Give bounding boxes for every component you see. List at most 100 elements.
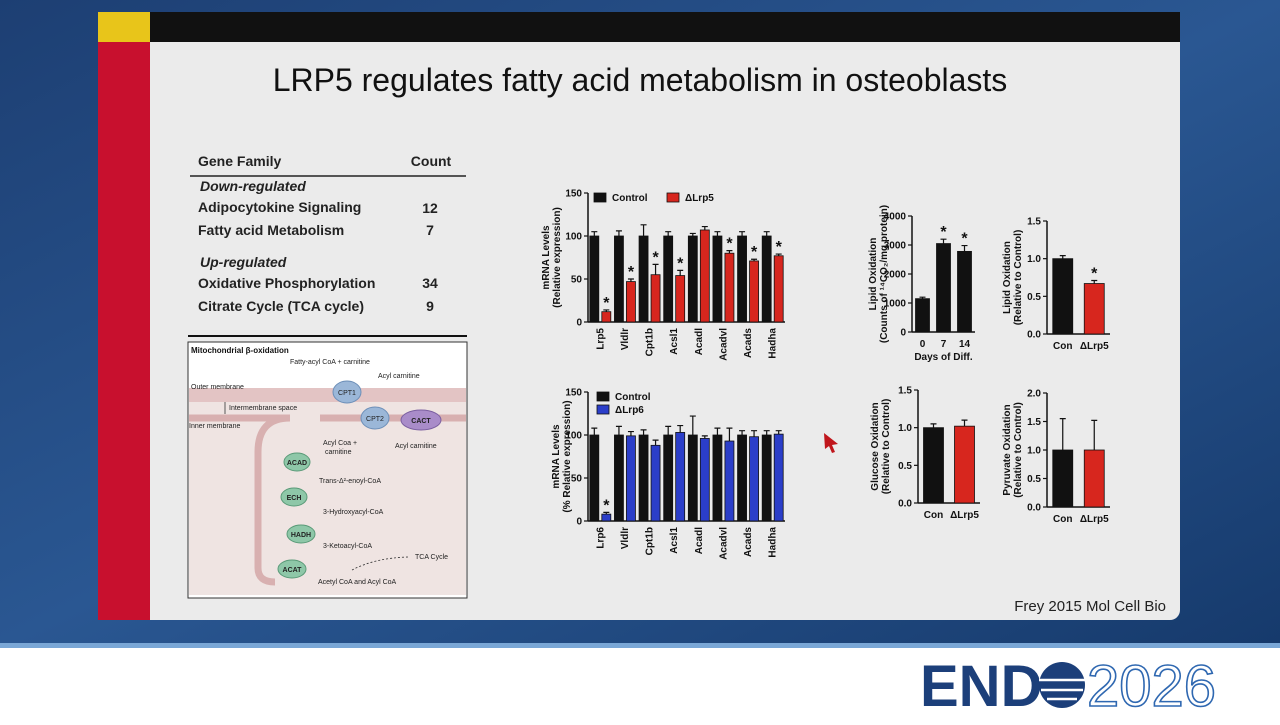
bar bbox=[626, 281, 636, 323]
error-bar bbox=[961, 244, 968, 252]
diagram-label: Trans-Δ²-enoyl-CoA bbox=[319, 478, 381, 485]
x-tick-label: Acsl1 bbox=[669, 527, 680, 554]
diagram-title: Mitochondrial β-oxidation bbox=[191, 346, 289, 355]
error-bar bbox=[940, 238, 947, 244]
logo-right: 2026 bbox=[1087, 654, 1216, 719]
x-tick-label: 0 bbox=[920, 339, 926, 350]
enzyme-acad bbox=[283, 452, 311, 472]
y-tick-label: 0.5 bbox=[1027, 474, 1041, 485]
diagram-label: Outer membrane bbox=[191, 384, 244, 391]
error-bar bbox=[677, 269, 684, 276]
error-bar bbox=[775, 253, 782, 256]
row-label: Citrate Cycle (TCA cycle) bbox=[198, 298, 364, 314]
y-tick-label: 1.0 bbox=[898, 423, 912, 434]
error-bar bbox=[701, 435, 708, 439]
diagram-label: Acyl carnitine bbox=[378, 373, 420, 380]
diagram-label: carnitine bbox=[325, 449, 352, 456]
enzyme-acat bbox=[277, 559, 307, 579]
cursor bbox=[824, 433, 838, 453]
bar bbox=[1052, 258, 1074, 335]
error-bar bbox=[714, 427, 721, 435]
error-bar bbox=[615, 425, 622, 435]
x-tick-label: Acadvl bbox=[718, 527, 729, 560]
gene-table: Gene Family Count Down-regulated Adipocy… bbox=[188, 153, 467, 337]
error-bar bbox=[751, 258, 758, 261]
diagram-label: ACAT bbox=[283, 567, 303, 574]
bar bbox=[773, 255, 784, 323]
y-tick-label: 0 bbox=[576, 318, 582, 329]
y-tick-label: 1.5 bbox=[898, 386, 912, 397]
x-tick-label: 14 bbox=[959, 339, 971, 350]
error-bar bbox=[701, 225, 708, 230]
bar bbox=[614, 434, 624, 522]
y-tick-label: 1000 bbox=[884, 299, 907, 310]
error-bar bbox=[763, 430, 770, 435]
error-bar bbox=[689, 232, 696, 236]
bar bbox=[626, 435, 636, 522]
significance: * bbox=[603, 295, 610, 312]
diagram-label: 3-Ketoacyl-CoA bbox=[323, 543, 372, 550]
error-bar bbox=[1091, 279, 1098, 284]
logo-globe bbox=[1039, 662, 1085, 708]
diagram-label: ACAD bbox=[287, 460, 307, 467]
footer-line bbox=[0, 643, 1280, 648]
diagram-label: Acyl carnitine bbox=[395, 443, 437, 450]
y-tick-label: 1.0 bbox=[1027, 254, 1041, 265]
bar bbox=[638, 434, 649, 522]
y-tick-label: 0.5 bbox=[898, 461, 912, 472]
y-tick-label: 50 bbox=[571, 474, 583, 485]
bar bbox=[675, 275, 686, 323]
error-bar bbox=[627, 278, 634, 282]
y-tick-label: 3000 bbox=[884, 241, 907, 252]
y-tick-label: 50 bbox=[571, 275, 583, 286]
bar bbox=[614, 235, 624, 323]
x-tick-label: Cpt1b bbox=[645, 328, 656, 356]
legend-label: Control bbox=[615, 392, 651, 403]
x-tick-label: Con bbox=[1053, 341, 1072, 352]
enzyme-ech bbox=[280, 487, 308, 507]
significance: * bbox=[652, 249, 659, 266]
error-bar bbox=[726, 250, 733, 254]
protein-cpt2 bbox=[360, 406, 390, 430]
x-axis-label: Days of Diff. bbox=[914, 352, 973, 363]
logo-left: END bbox=[920, 654, 1042, 719]
y-tick-label: 1.5 bbox=[1027, 217, 1041, 228]
y-axis-label: Lipid Oxidation bbox=[868, 238, 879, 311]
legend-swatch bbox=[596, 391, 610, 402]
bar bbox=[724, 440, 735, 522]
legend-label: Control bbox=[612, 193, 648, 204]
error-bar bbox=[652, 439, 659, 446]
bar bbox=[724, 252, 735, 323]
row-label: Fatty acid Metabolism bbox=[198, 222, 344, 238]
diagram-label: Acyl Coa + bbox=[323, 440, 357, 447]
diagram-label: CPT2 bbox=[366, 416, 384, 423]
error-bar bbox=[739, 430, 746, 435]
row-label: Oxidative Phosphorylation bbox=[198, 275, 375, 291]
significance: * bbox=[677, 255, 684, 272]
y-tick-label: 2000 bbox=[884, 270, 907, 281]
protein-cpt1 bbox=[332, 380, 362, 404]
bar bbox=[954, 425, 975, 504]
diagram-label: 3-Hydroxyacyl-CoA bbox=[323, 509, 384, 516]
x-tick-label: Acsl1 bbox=[669, 328, 680, 355]
y-axis-label: mRNA Levels bbox=[541, 225, 552, 290]
error-bar bbox=[603, 309, 610, 312]
bar bbox=[761, 434, 772, 522]
bar bbox=[773, 433, 784, 522]
y-tick-label: 0 bbox=[576, 517, 582, 528]
x-tick-label: Acadl bbox=[694, 328, 705, 355]
x-tick-label: ΔLrp5 bbox=[950, 510, 979, 521]
slide-corner bbox=[98, 12, 150, 42]
y-axis-label: Lipid Oxidation bbox=[1002, 241, 1013, 314]
y-tick-label: 150 bbox=[565, 189, 582, 200]
y-tick-label: 0.0 bbox=[1027, 330, 1041, 341]
y-tick-label: 2.0 bbox=[1027, 389, 1041, 400]
error-bar bbox=[775, 430, 782, 435]
significance: * bbox=[776, 239, 783, 256]
x-tick-label: Lrp6 bbox=[595, 527, 606, 549]
legend-swatch bbox=[593, 192, 607, 203]
logo-globe-lines bbox=[1039, 678, 1085, 701]
x-tick-label: 7 bbox=[941, 339, 947, 350]
inner-membrane bbox=[189, 414, 291, 586]
slide-title: LRP5 regulates fatty acid metabolism in … bbox=[273, 62, 1008, 98]
